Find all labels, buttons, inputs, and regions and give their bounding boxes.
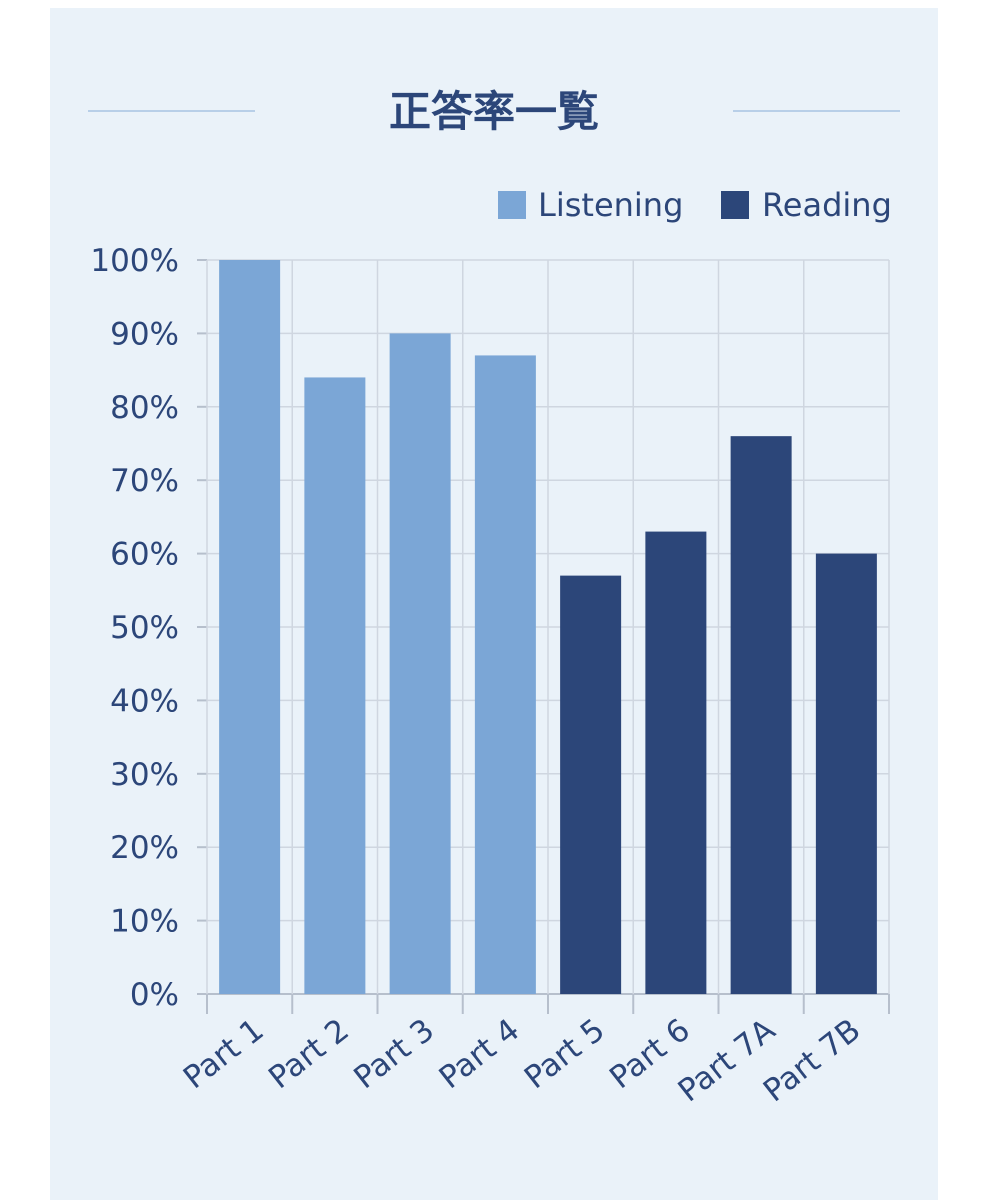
y-tick-label: 30% [110,757,179,793]
y-tick-label: 0% [130,977,179,1013]
y-tick-label: 90% [110,316,179,352]
y-tick-label: 10% [110,904,179,940]
bar-listening-3 [389,333,451,994]
y-tick-label: 40% [110,683,179,719]
bar-listening-4 [474,355,536,994]
plot-area: 0%10%20%30%40%50%60%70%80%90%100%Part 1P… [90,243,890,1109]
y-tick-label: 20% [110,830,179,866]
bar-reading-8 [815,553,877,994]
x-tick-label: Part 1 [177,1012,271,1096]
x-tick-label: Part 7A [672,1012,782,1109]
y-tick-label: 80% [110,390,179,426]
x-tick-label: Part 5 [518,1012,612,1096]
bar-reading-6 [645,531,707,994]
x-tick-label: Part 3 [347,1012,441,1096]
y-tick-label: 60% [110,537,179,573]
legend-swatch-reading [721,191,749,219]
chart-card: 正答率一覧 Listening Reading 0% 10% 20% 30% 40% 50… [50,8,938,1200]
x-tick-label: Part 4 [433,1012,527,1096]
legend-swatch-listening [498,191,526,219]
y-tick-label: 50% [110,610,179,646]
chart-svg: 正答率一覧 Listening Reading 0% 10% 20% 30% 40% 50… [88,87,900,1109]
bar-reading-7 [730,436,792,994]
bar-listening-2 [304,377,366,994]
x-tick-label: Part 2 [262,1012,356,1096]
legend-label-reading: Reading [762,186,892,224]
chart-title: 正答率一覧 [389,87,599,136]
x-tick-label: Part 7B [757,1012,867,1109]
y-tick-label: 70% [110,463,179,499]
bar-reading-5 [560,575,622,994]
bar-listening-1 [219,260,281,994]
y-tick-label: 100% [90,243,179,279]
legend-label-listening: Listening [538,186,683,224]
